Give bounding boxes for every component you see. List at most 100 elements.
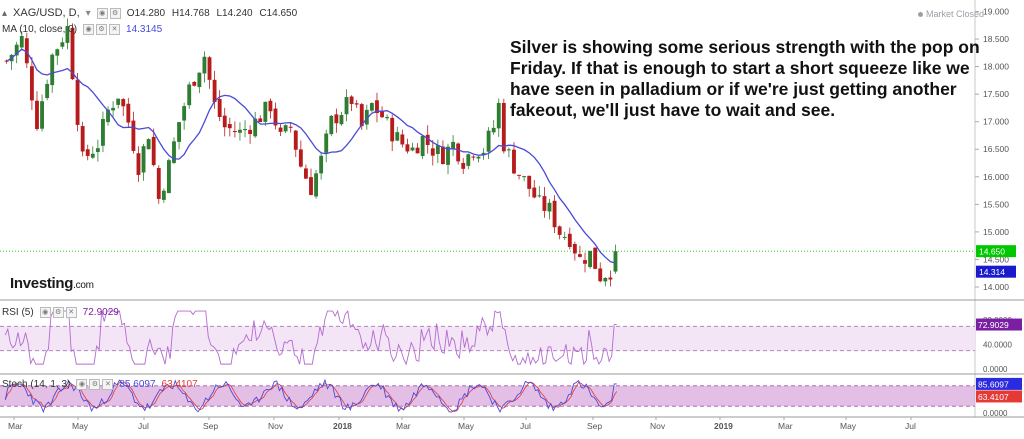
stoch-close-icon[interactable]: ✕ bbox=[102, 379, 114, 390]
rsi-value: 72.9029 bbox=[82, 307, 119, 318]
candle-body bbox=[334, 114, 339, 124]
candle-body bbox=[461, 162, 466, 169]
rsi-band bbox=[0, 326, 975, 351]
stoch-legend: Stoch (14, 1, 3) ◉ ⚙ ✕ 85.6097 63.4107 bbox=[2, 379, 198, 390]
stoch-settings-gear-icon[interactable]: ⚙ bbox=[89, 379, 101, 390]
candle-body bbox=[19, 36, 24, 48]
candle-body bbox=[420, 135, 425, 157]
time-axis-label: 2018 bbox=[333, 421, 352, 431]
candle-body bbox=[95, 148, 100, 153]
symbol-label: XAG/USD, D, bbox=[13, 7, 80, 19]
collapse-arrow-icon[interactable]: ▴ bbox=[2, 7, 8, 19]
stoch-d-value: 63.4107 bbox=[161, 379, 198, 390]
candle-body bbox=[314, 173, 319, 197]
candle-body bbox=[253, 118, 258, 137]
visibility-eye-icon[interactable]: ◉ bbox=[96, 7, 108, 19]
candle-body bbox=[451, 141, 456, 150]
logo-name: Investing bbox=[10, 275, 74, 292]
investing-logo: Investing.com bbox=[10, 275, 94, 292]
candle-body bbox=[364, 109, 369, 125]
rsi-close-icon[interactable]: ✕ bbox=[65, 307, 77, 318]
ma-visibility-eye-icon[interactable]: ◉ bbox=[83, 24, 95, 35]
candle-body bbox=[288, 126, 293, 128]
price-tick-label: 18.000 bbox=[983, 62, 1009, 72]
candle-body bbox=[70, 27, 75, 80]
candle-body bbox=[151, 136, 156, 166]
candle-body bbox=[131, 120, 136, 151]
candle-body bbox=[121, 99, 126, 107]
stoch-k-value: 85.6097 bbox=[119, 379, 156, 390]
price-tick-label: 17.500 bbox=[983, 89, 1009, 99]
settings-gear-icon[interactable]: ⚙ bbox=[109, 7, 121, 19]
candle-body bbox=[24, 38, 29, 64]
candle-body bbox=[400, 134, 405, 145]
rsi-legend: RSI (5) ◉ ⚙ ✕ 72.9029 bbox=[2, 307, 119, 318]
candle-body bbox=[522, 176, 527, 178]
candle-body bbox=[222, 115, 227, 128]
time-axis-label: 2019 bbox=[714, 421, 733, 431]
candle-body bbox=[101, 118, 105, 146]
candle-body bbox=[359, 104, 364, 127]
candle-body bbox=[14, 44, 19, 56]
main-legend: ▴ XAG/USD, D, ▾ ◉ ⚙ O14.280 H14.768 L14.… bbox=[2, 7, 301, 19]
candle-body bbox=[29, 66, 34, 101]
price-tick-label: 16.000 bbox=[983, 172, 1009, 182]
price-tick-label: 17.000 bbox=[983, 117, 1009, 127]
rsi-visibility-eye-icon[interactable]: ◉ bbox=[39, 307, 51, 318]
time-axis-label: Nov bbox=[650, 421, 666, 431]
candle-body bbox=[55, 49, 60, 56]
time-axis-label: May bbox=[458, 421, 475, 431]
candle-body bbox=[172, 141, 176, 163]
time-axis-label: Mar bbox=[778, 421, 793, 431]
candle-body bbox=[567, 233, 572, 247]
candle-body bbox=[527, 175, 532, 189]
candle-body bbox=[578, 254, 582, 257]
logo-suffix: .com bbox=[73, 280, 94, 291]
price-tick-label: 15.500 bbox=[983, 199, 1009, 209]
settings-dropdown-icon[interactable]: ▾ bbox=[85, 7, 91, 19]
candle-body bbox=[309, 177, 313, 195]
time-axis-label: Jul bbox=[520, 421, 531, 431]
candle-body bbox=[50, 54, 55, 86]
candle-body bbox=[354, 103, 359, 105]
candle-body bbox=[141, 146, 146, 173]
candle-body bbox=[583, 260, 587, 264]
candle-body bbox=[547, 202, 552, 212]
candle-body bbox=[349, 96, 354, 104]
candle-body bbox=[441, 146, 445, 165]
ma-close-icon[interactable]: ✕ bbox=[109, 24, 121, 35]
candle-body bbox=[380, 110, 384, 118]
time-axis-label: May bbox=[840, 421, 857, 431]
candle-body bbox=[319, 155, 324, 174]
time-axis-label: Mar bbox=[396, 421, 411, 431]
time-axis-label: Sep bbox=[203, 421, 218, 431]
candle-body bbox=[202, 56, 207, 74]
ma-legend-buttons: ◉ ⚙ ✕ bbox=[83, 24, 121, 35]
rsi-tick-label: 40.0000 bbox=[983, 341, 1012, 350]
candle-body bbox=[177, 122, 181, 142]
stoch-k-tag-bg bbox=[976, 377, 1022, 390]
candle-body bbox=[506, 149, 511, 151]
stoch-visibility-eye-icon[interactable]: ◉ bbox=[76, 379, 88, 390]
candle-body bbox=[425, 134, 430, 146]
candle-body bbox=[60, 42, 65, 47]
candle-body bbox=[258, 118, 263, 122]
candle-body bbox=[501, 102, 506, 152]
candle-body bbox=[182, 106, 187, 121]
candle-body bbox=[268, 100, 273, 112]
rsi-settings-gear-icon[interactable]: ⚙ bbox=[52, 307, 64, 318]
rsi-line bbox=[4, 309, 617, 366]
open-value: O14.280 bbox=[126, 7, 166, 19]
ma-settings-gear-icon[interactable]: ⚙ bbox=[96, 24, 108, 35]
candle-body bbox=[603, 277, 608, 282]
candle-body bbox=[430, 148, 435, 156]
candle-body bbox=[126, 103, 131, 123]
candle-body bbox=[273, 108, 278, 126]
candle-body bbox=[395, 132, 400, 141]
candle-body bbox=[410, 147, 415, 151]
candle-body bbox=[435, 145, 440, 155]
candle-body bbox=[572, 243, 577, 254]
